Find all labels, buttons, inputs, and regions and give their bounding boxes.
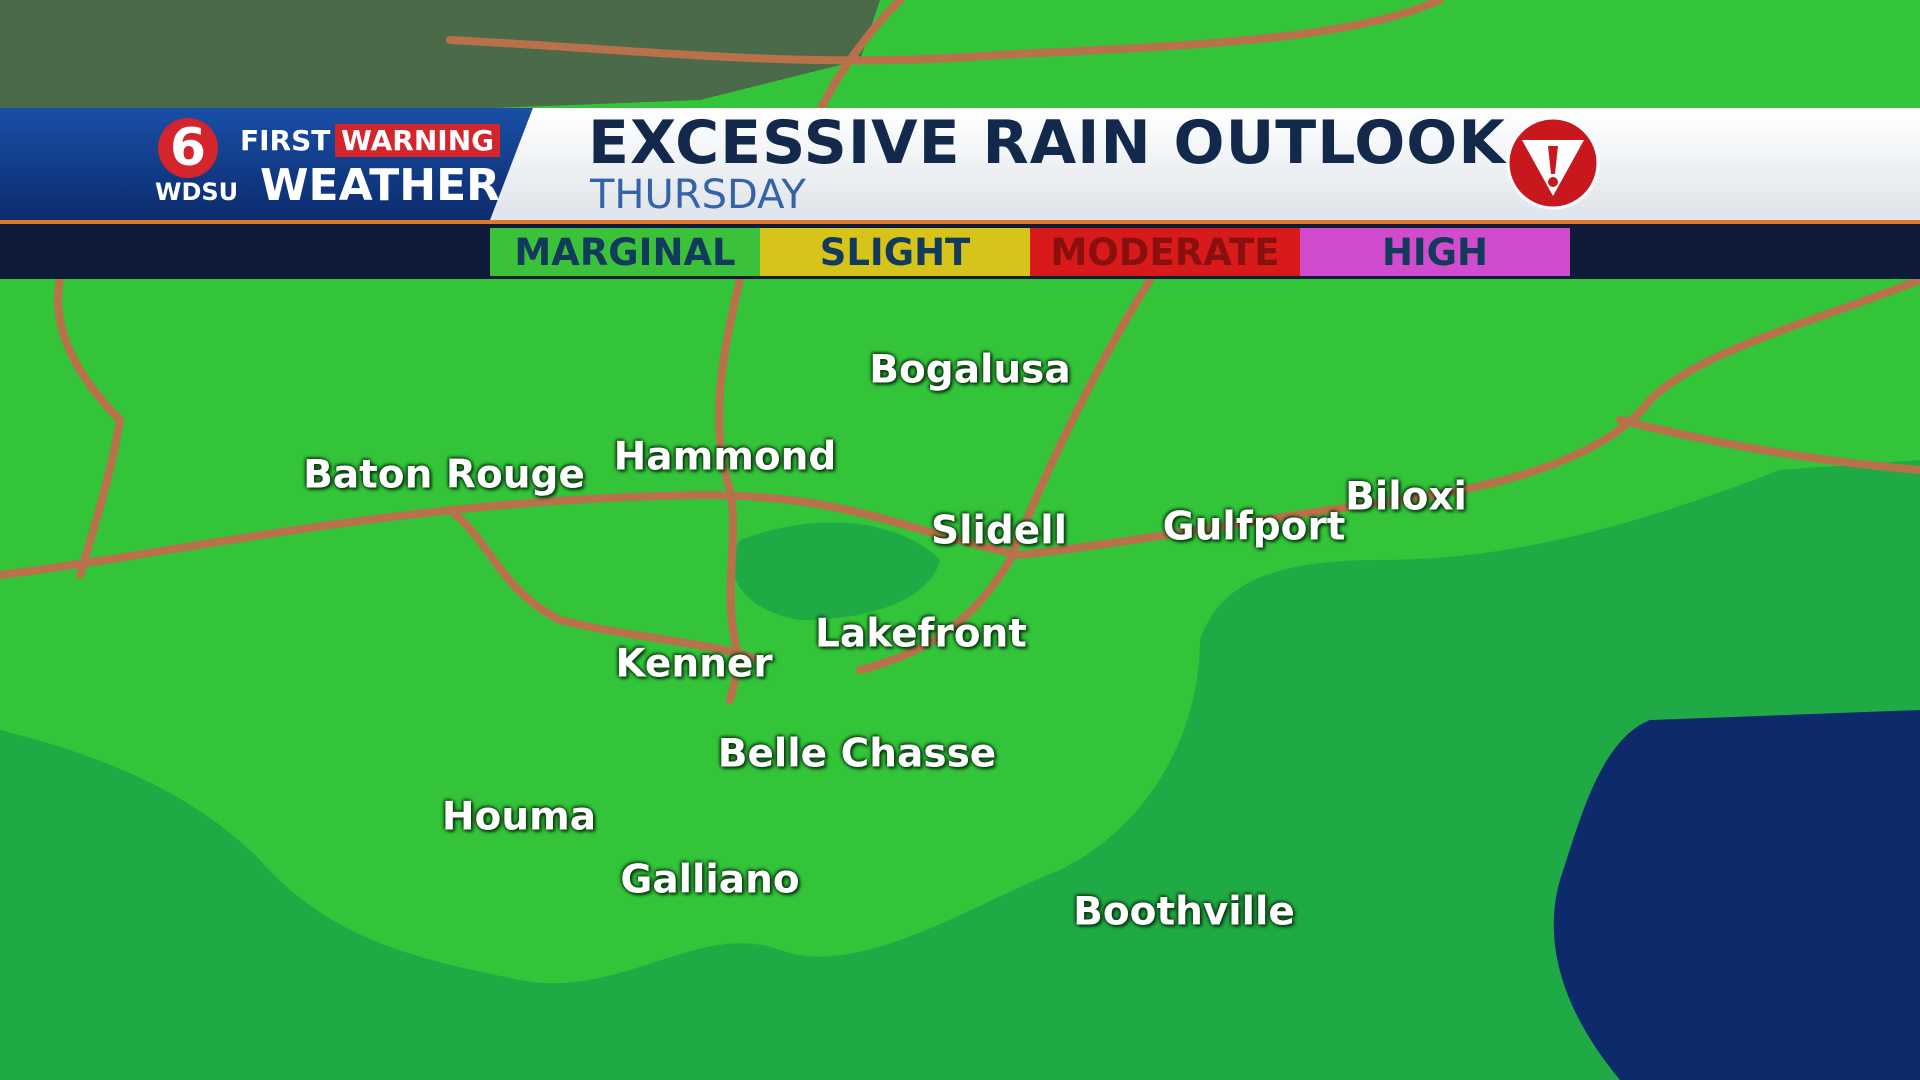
logo-warning: WARNING	[335, 124, 501, 157]
city-label: Houma	[441, 794, 597, 840]
title: EXCESSIVE RAIN OUTLOOK	[588, 108, 1506, 178]
city-label: Galliano	[620, 857, 800, 903]
deep-water	[1553, 710, 1920, 1080]
outside-area	[0, 0, 880, 110]
city-label: Slidell	[931, 508, 1067, 554]
city-label: Belle Chasse	[717, 731, 997, 777]
city-label: Baton Rouge	[303, 452, 585, 498]
legend-marginal: MARGINAL	[490, 228, 760, 276]
gulf	[0, 460, 1920, 1080]
logo-weather: WEATHER	[260, 160, 501, 211]
legend-high: HIGH	[1300, 228, 1570, 276]
logo-first: FIRST	[240, 124, 331, 157]
city-label: Kenner	[615, 641, 773, 687]
logo-station: WDSU	[155, 178, 239, 206]
subtitle: THURSDAY	[590, 172, 806, 218]
city-label: Lakefront	[815, 611, 1027, 657]
city-label: Biloxi	[1345, 474, 1467, 520]
warning-icon	[1506, 116, 1600, 210]
lake-pontchartrain	[732, 522, 940, 620]
roads	[0, 0, 1920, 704]
logo-number: 6	[158, 118, 218, 178]
city-label: Hammond	[613, 434, 837, 480]
city-label: Gulfport	[1162, 504, 1346, 550]
title-background	[490, 108, 1920, 220]
city-label: Bogalusa	[869, 347, 1071, 393]
city-label: Boothville	[1073, 889, 1295, 935]
legend-slight: SLIGHT	[760, 228, 1030, 276]
legend-moderate: MODERATE	[1030, 228, 1300, 276]
